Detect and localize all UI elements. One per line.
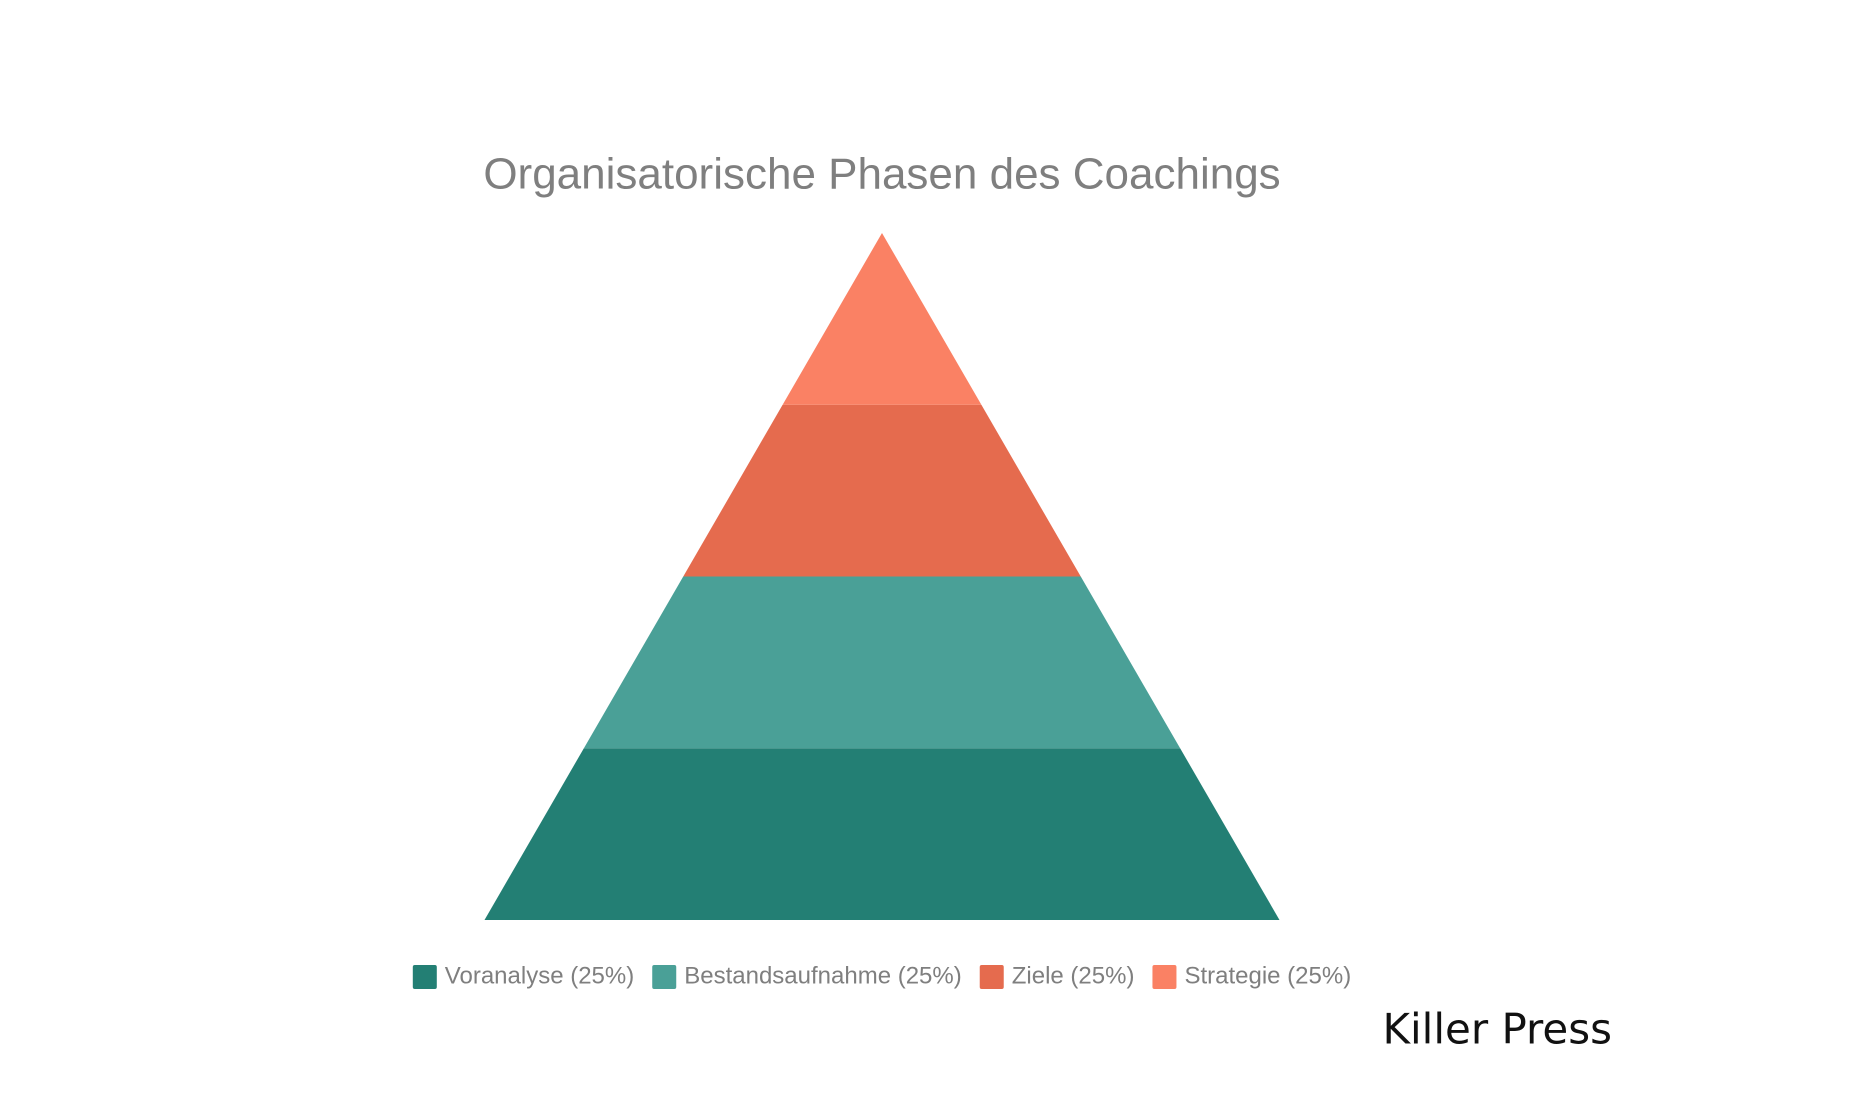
legend: Voranalyse (25%) Bestandsaufnahme (25%) Zi…: [412, 962, 1351, 989]
pyramid-layer: [782, 233, 982, 405]
legend-label: Voranalyse (25%): [445, 962, 634, 989]
watermark: Killer Press: [1382, 1005, 1612, 1054]
legend-swatch: [412, 965, 437, 989]
legend-swatch: [979, 965, 1004, 989]
legend-swatch: [1152, 965, 1177, 989]
pyramid-layer: [683, 404, 1081, 577]
pyramid-layer: [583, 576, 1181, 749]
pyramid-layer: [484, 748, 1280, 920]
legend-swatch: [652, 965, 677, 989]
legend-label: Bestandsaufnahme (25%): [684, 962, 962, 989]
legend-label: Strategie (25%): [1184, 962, 1351, 989]
legend-label: Ziele (25%): [1012, 962, 1135, 989]
chart-title: Organisatorische Phasen des Coachings: [483, 150, 1280, 199]
